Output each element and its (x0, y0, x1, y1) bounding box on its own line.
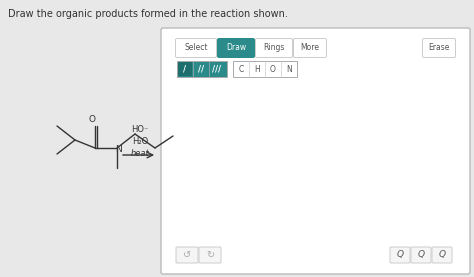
Text: N: N (286, 65, 292, 73)
Text: O: O (89, 116, 95, 124)
FancyBboxPatch shape (255, 39, 292, 58)
Text: H: H (254, 65, 260, 73)
Text: Erase: Erase (428, 43, 450, 53)
FancyBboxPatch shape (176, 247, 198, 263)
Text: heat: heat (131, 150, 149, 158)
FancyBboxPatch shape (411, 247, 431, 263)
Bar (177, 61, 227, 77)
Text: ///: /// (212, 65, 221, 73)
Text: Rings: Rings (264, 43, 285, 53)
FancyBboxPatch shape (432, 247, 452, 263)
Text: ↻: ↻ (206, 250, 214, 260)
Text: Draw: Draw (226, 43, 246, 53)
Text: HO⁻: HO⁻ (131, 125, 149, 135)
FancyBboxPatch shape (218, 39, 255, 58)
FancyBboxPatch shape (390, 247, 410, 263)
Text: Q: Q (418, 250, 425, 260)
Text: C: C (238, 65, 244, 73)
Bar (178, 62, 192, 76)
Text: O: O (270, 65, 276, 73)
Text: H₂O: H₂O (132, 137, 148, 147)
Text: ↺: ↺ (183, 250, 191, 260)
Text: N: N (116, 145, 122, 153)
Text: Q: Q (438, 250, 446, 260)
FancyBboxPatch shape (175, 39, 217, 58)
Text: //: // (198, 65, 204, 73)
FancyBboxPatch shape (293, 39, 327, 58)
FancyBboxPatch shape (422, 39, 456, 58)
Text: Q: Q (396, 250, 403, 260)
Text: Draw the organic products formed in the reaction shown.: Draw the organic products formed in the … (8, 9, 288, 19)
Bar (233, 61, 297, 77)
Text: /: / (183, 65, 186, 73)
FancyBboxPatch shape (199, 247, 221, 263)
FancyBboxPatch shape (161, 28, 470, 274)
Text: Select: Select (184, 43, 208, 53)
Text: More: More (301, 43, 319, 53)
